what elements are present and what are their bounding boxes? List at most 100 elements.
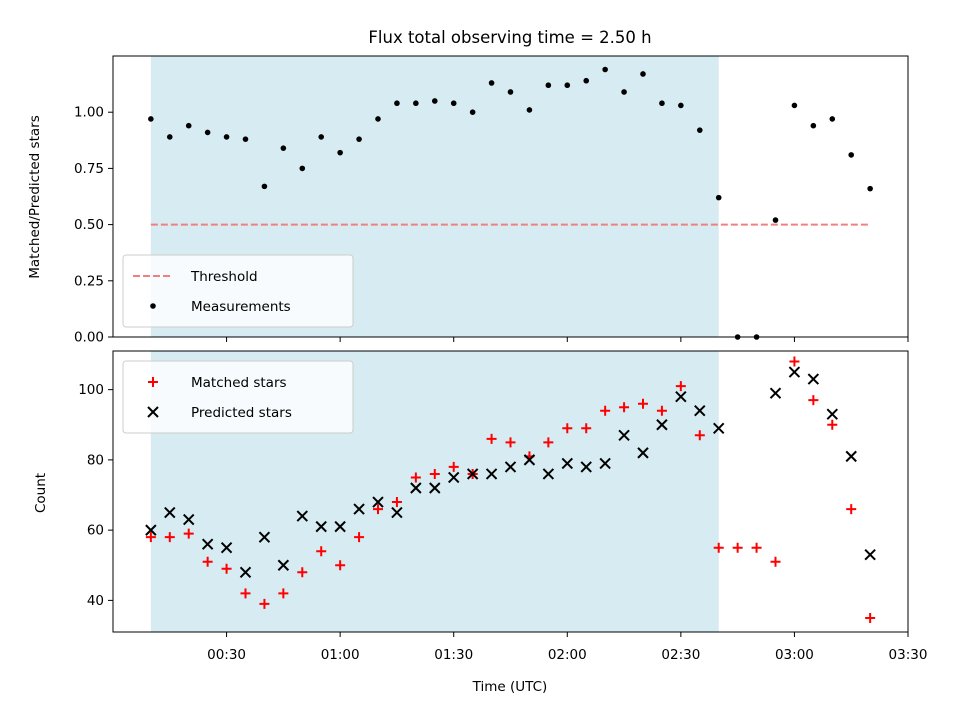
measurement-point [242, 136, 249, 142]
predicted-point [542, 468, 555, 480]
measurement-point [696, 127, 703, 133]
matched-point [278, 588, 289, 599]
measurement-point [829, 116, 836, 122]
matched-point [259, 598, 270, 609]
predicted-point [315, 520, 327, 533]
x-tick-label: 01:30 [434, 647, 473, 663]
matched-point [543, 437, 554, 448]
matched-point [694, 430, 705, 441]
y-tick-label: 0.00 [74, 330, 104, 346]
matched-point [846, 504, 857, 515]
matched-point [770, 556, 781, 567]
measurement-point [394, 100, 400, 107]
legend-label: Predicted stars [191, 405, 292, 421]
measurement-point [867, 185, 873, 192]
measurement-point [450, 100, 457, 107]
y-axis-label-ratio: Matched/Predicted stars [27, 115, 43, 278]
measurement-point [204, 129, 211, 136]
matched-point [865, 612, 876, 623]
predicted-point [769, 387, 782, 399]
measurement-point [375, 116, 381, 122]
x-tick-label: 03:00 [775, 647, 814, 663]
matched-point [183, 528, 194, 539]
predicted-point [391, 506, 403, 519]
matched-point [505, 437, 516, 448]
matched-point [240, 588, 251, 599]
matched-point [410, 472, 421, 483]
predicted-point [523, 454, 536, 466]
legend-measurement-swatch [150, 303, 156, 309]
count-panel: 40 60 80 100 00:30 01:00 01:30 02:00 02:30 03:00 0… [78, 350, 928, 663]
matched-point [145, 532, 156, 543]
x-tick-label: 01:00 [321, 647, 360, 663]
matched-point [656, 405, 667, 416]
measurement-point [280, 145, 287, 151]
predicted-point [845, 450, 857, 463]
matched-point [581, 423, 592, 434]
predicted-point [504, 461, 517, 473]
predicted-point [466, 468, 479, 480]
matched-point [297, 567, 308, 578]
predicted-point [429, 482, 441, 494]
predicted-point [220, 541, 233, 554]
y-tick-label: 40 [87, 593, 104, 609]
matched-point [619, 402, 630, 413]
legend-label: Matched stars [191, 375, 287, 391]
legend: Matched stars Predicted stars [122, 360, 354, 434]
measurement-point [223, 134, 230, 140]
matched-point [827, 419, 838, 430]
measurement-point [715, 194, 722, 201]
x-tick-label: 02:30 [661, 647, 700, 663]
legend-label: Threshold [190, 269, 258, 285]
predicted-point [334, 520, 346, 533]
ratio-panel: 0.00 0.25 0.50 0.75 1.00 Threshold Measurement… [74, 55, 909, 346]
matched-point [675, 381, 686, 392]
measurement-point [413, 100, 419, 107]
measurement-point [583, 77, 590, 84]
predicted-point [372, 496, 384, 508]
predicted-point [145, 524, 157, 536]
measurement-point [488, 80, 495, 86]
matched-point [316, 546, 327, 557]
measurement-point [148, 116, 154, 122]
predicted-point [788, 366, 801, 378]
y-tick-label: 100 [78, 382, 104, 398]
y-tick-label: 60 [87, 523, 104, 539]
predicted-point [637, 447, 649, 459]
measurement-point [848, 152, 855, 158]
predicted-point [618, 429, 630, 442]
measurement-point [678, 102, 684, 109]
matched-point [202, 556, 213, 567]
matched-point [600, 405, 611, 416]
predicted-point [826, 408, 838, 420]
measurement-point [602, 66, 608, 73]
y-tick-label: 0.75 [74, 161, 104, 177]
legend-matched-swatch [148, 377, 158, 387]
matched-point [221, 563, 232, 574]
measurement-point [356, 136, 362, 142]
axes-frame [112, 55, 909, 338]
matched-point [808, 395, 819, 406]
measurement-point [431, 98, 438, 104]
legend-label: Measurements [191, 299, 291, 315]
measurement-point [791, 102, 798, 109]
y-axis-label-count: Count [33, 473, 49, 513]
measurement-point [261, 183, 268, 190]
y-tick-label: 0.25 [74, 273, 104, 289]
matched-point [391, 497, 402, 508]
predicted-point [485, 468, 498, 480]
measurement-point [659, 100, 665, 107]
measurement-point [545, 82, 552, 89]
predicted-point [561, 457, 573, 470]
predicted-point [296, 510, 308, 522]
predicted-point [694, 405, 706, 417]
measurement-point [564, 82, 571, 89]
predicted-point [656, 419, 668, 431]
x-axis-label: Time (UTC) [472, 679, 548, 695]
x-tick-label: 03:30 [889, 647, 928, 663]
predicted-point [864, 549, 876, 561]
predicted-point [410, 482, 422, 494]
series-predicted-stars [145, 366, 876, 578]
legend: Threshold Measurements [122, 254, 354, 328]
matched-point [486, 433, 497, 444]
